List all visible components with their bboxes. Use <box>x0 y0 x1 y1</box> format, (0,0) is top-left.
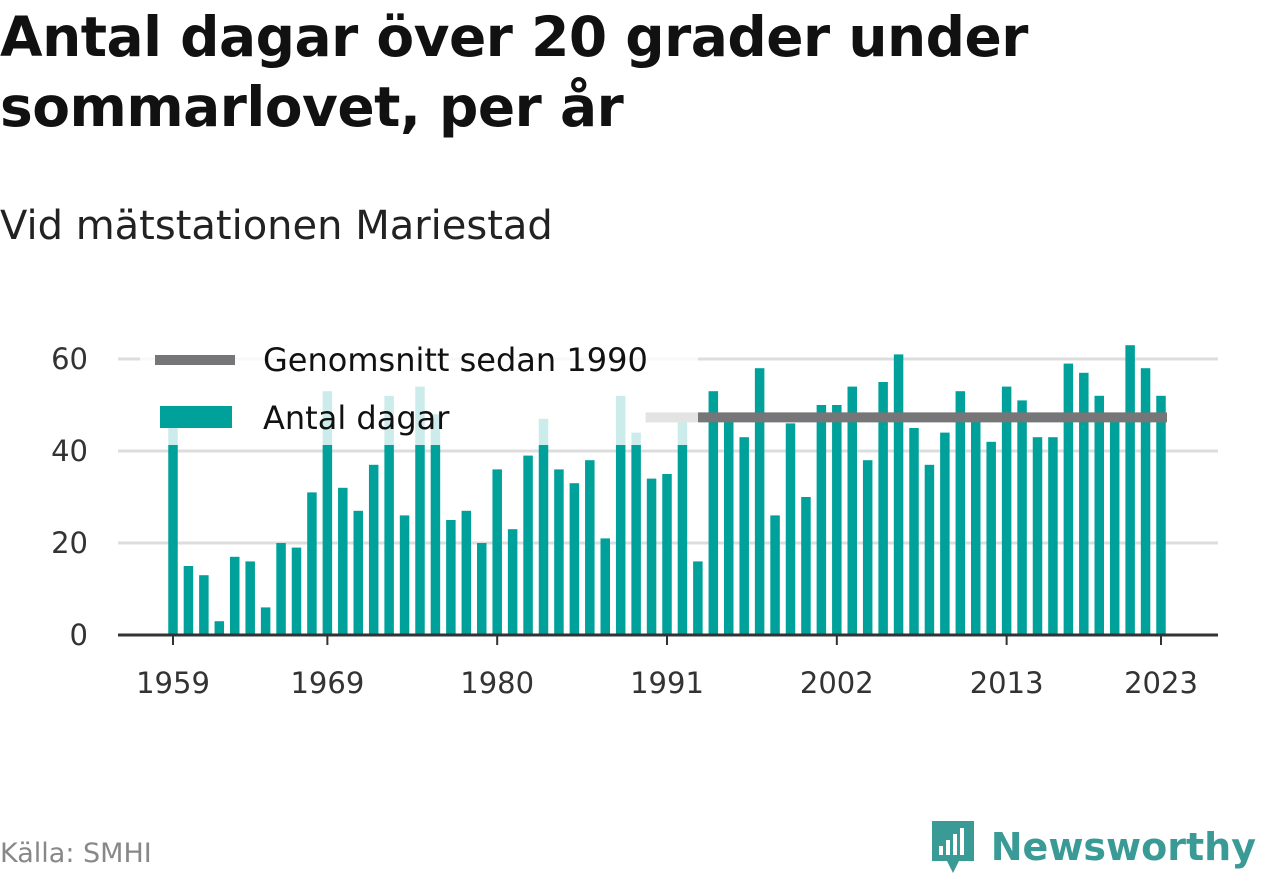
legend-bar-swatch <box>160 406 232 428</box>
bar <box>662 474 672 635</box>
y-tick-label: 0 <box>70 618 88 652</box>
bar <box>785 423 796 635</box>
legend-label-average: Genomsnitt sedan 1990 <box>263 341 648 379</box>
chart-subtitle: Vid mätstationen Mariestad <box>0 203 553 249</box>
bar <box>1109 418 1120 635</box>
bar <box>1094 395 1104 635</box>
bar-chart-logo-icon <box>931 821 974 873</box>
bar <box>708 391 719 635</box>
bar <box>399 515 410 635</box>
brand-name: Newsworthy <box>990 825 1256 869</box>
bar <box>724 418 734 635</box>
bar <box>523 455 533 635</box>
bar <box>1001 386 1012 635</box>
bar <box>507 529 518 635</box>
bar <box>1156 395 1166 635</box>
bar <box>1140 368 1151 635</box>
bar <box>168 428 178 635</box>
brand-logo: Newsworthy <box>929 818 1256 876</box>
y-tick-label: 20 <box>51 526 88 560</box>
bar <box>183 566 194 635</box>
bar <box>1063 363 1074 635</box>
source-note: Källa: SMHI <box>0 838 152 869</box>
bar <box>739 437 749 635</box>
bar <box>1079 372 1089 635</box>
bar <box>615 395 626 635</box>
bar <box>415 386 425 635</box>
bar <box>924 464 935 635</box>
x-tick-label: 1991 <box>630 666 704 700</box>
bar <box>461 510 472 635</box>
bar <box>955 391 966 635</box>
bar-chart: 0 20 40 60 1959 1969 1980 1991 2002 2013 2023 Genom… <box>51 341 1218 700</box>
bar <box>909 428 919 635</box>
bar <box>214 621 225 635</box>
bar <box>631 432 641 635</box>
bar <box>878 382 888 635</box>
bar <box>1048 437 1058 635</box>
bar <box>600 538 610 635</box>
bar <box>986 441 996 635</box>
bar <box>353 510 363 635</box>
bar <box>291 547 302 635</box>
x-tick-label: 2013 <box>970 666 1044 700</box>
bar <box>754 368 765 635</box>
bar <box>199 575 209 635</box>
bar <box>693 561 703 635</box>
bar <box>1125 345 1135 635</box>
bar <box>276 543 286 635</box>
bar <box>338 487 348 635</box>
bar <box>816 405 827 635</box>
bar <box>847 386 857 635</box>
bar <box>260 607 271 635</box>
bar <box>940 432 950 635</box>
bar <box>971 418 981 635</box>
bar <box>368 464 379 635</box>
bar <box>893 354 904 635</box>
bar <box>477 543 487 635</box>
bar <box>1032 437 1043 635</box>
y-tick-label: 40 <box>51 434 88 468</box>
chart-title: Antal dagar över 20 grader under sommarl… <box>0 5 1028 139</box>
bar <box>492 469 502 635</box>
bar <box>322 391 333 635</box>
bar <box>245 561 255 635</box>
y-tick-label: 60 <box>51 342 88 376</box>
legend-label-bars: Antal dagar <box>263 399 450 437</box>
x-tick-label: 2002 <box>800 666 874 700</box>
bar <box>538 418 549 635</box>
bar <box>307 492 317 635</box>
bar <box>569 483 580 635</box>
bar <box>801 497 811 635</box>
bar <box>862 460 873 635</box>
bar <box>554 469 564 635</box>
bar <box>384 395 394 635</box>
bar <box>585 460 595 635</box>
x-tick-label: 2023 <box>1124 666 1198 700</box>
x-tick-label: 1969 <box>290 666 364 700</box>
x-tick-label: 1959 <box>136 666 210 700</box>
bar <box>430 414 441 635</box>
bar <box>832 405 842 635</box>
bar <box>230 556 240 635</box>
bar <box>646 478 657 635</box>
bar <box>1017 400 1027 635</box>
bar <box>770 515 780 635</box>
x-tick-label: 1980 <box>460 666 534 700</box>
bar <box>677 418 688 635</box>
bar <box>446 520 456 635</box>
